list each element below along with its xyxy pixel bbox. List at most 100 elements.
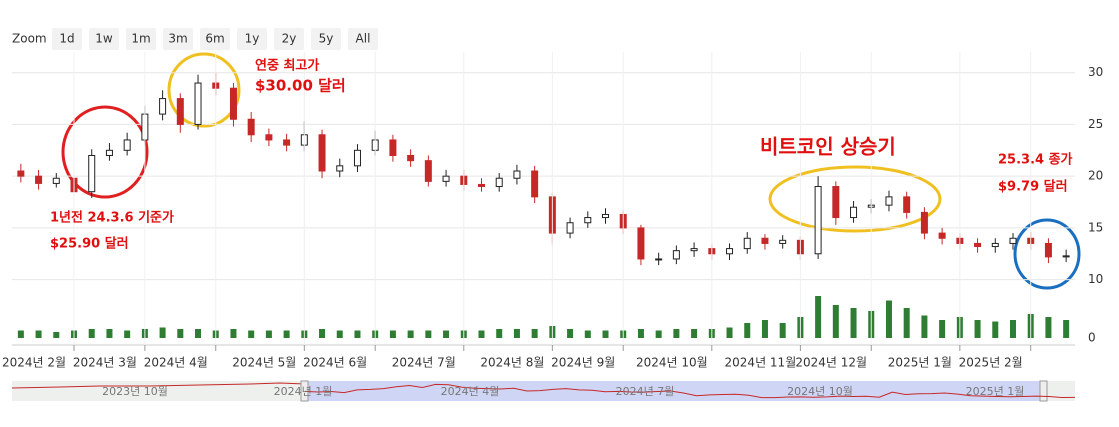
volume-bar xyxy=(407,330,414,338)
candle-body xyxy=(105,149,113,156)
zoom-button-label[interactable]: 2y xyxy=(282,32,297,46)
volume-bar xyxy=(35,330,42,338)
volume-bar xyxy=(832,305,839,338)
candle-body xyxy=(513,170,521,179)
zoom-button[interactable] xyxy=(52,28,82,50)
candle-body xyxy=(1009,237,1017,244)
candle-body xyxy=(336,165,344,172)
candle-body xyxy=(407,154,415,162)
volume-bar xyxy=(177,329,184,338)
volume-bar xyxy=(478,330,485,338)
volume-bar xyxy=(1009,320,1016,338)
candle-body xyxy=(584,217,592,224)
volume-bar xyxy=(584,330,591,338)
zoom-button-label[interactable]: 1w xyxy=(95,32,113,46)
candle-body xyxy=(1044,242,1052,258)
volume-bar xyxy=(319,329,326,338)
zoom-button[interactable] xyxy=(237,28,267,50)
volume-bar xyxy=(779,323,786,338)
y-tick-label: 20 xyxy=(1088,169,1103,183)
volume-bar xyxy=(106,329,113,338)
volume-bar xyxy=(850,308,857,338)
candle-body xyxy=(283,139,291,146)
candle-body xyxy=(637,227,645,260)
candle-body xyxy=(1062,255,1070,258)
y-tick-label: 10 xyxy=(1088,272,1103,286)
volume-bar xyxy=(691,329,698,338)
circle-marker xyxy=(768,165,942,233)
zoom-button-label[interactable]: All xyxy=(356,32,371,46)
volume-bar xyxy=(885,300,892,338)
x-tick-label: 2024년 5월 xyxy=(232,356,296,370)
navigator-handle[interactable] xyxy=(300,380,309,402)
candle-body xyxy=(779,239,787,244)
candle-body xyxy=(194,82,202,125)
candle-body xyxy=(229,87,237,120)
zoom-button-label[interactable]: 3m xyxy=(168,32,187,46)
volume-bar xyxy=(673,329,680,338)
x-tick-label: 2024년 9월 xyxy=(551,356,615,370)
navigator-handle[interactable] xyxy=(1039,380,1048,402)
candle-body xyxy=(743,237,751,250)
volume-bar xyxy=(531,329,538,338)
zoom-button[interactable] xyxy=(348,28,378,50)
volume-bar xyxy=(513,329,520,338)
x-tick-label: 2024년 2월 xyxy=(2,356,66,370)
candle-body xyxy=(602,213,610,219)
volume-bar xyxy=(53,332,60,338)
navigator-history xyxy=(11,382,306,389)
navigator-label: 2025년 1월 xyxy=(966,385,1025,398)
volume-bar xyxy=(389,330,396,338)
candle-body xyxy=(991,242,999,248)
volume-bar xyxy=(567,329,574,338)
navigator-line xyxy=(304,383,1076,399)
candle-body xyxy=(17,170,25,177)
zoom-button-label[interactable]: 6m xyxy=(205,32,224,46)
candle-body xyxy=(903,196,911,213)
y-tick-label: 15 xyxy=(1088,220,1103,234)
volume-bar xyxy=(903,308,910,338)
candle-body xyxy=(832,186,840,219)
candle-body xyxy=(566,222,574,234)
zoom-button[interactable] xyxy=(163,28,193,50)
volume-bar xyxy=(443,330,450,338)
circle-marker xyxy=(167,52,241,128)
volume-bar xyxy=(992,321,999,338)
zoom-button[interactable] xyxy=(126,28,156,50)
x-tick-label: 2024년 4월 xyxy=(144,356,208,370)
zoom-button-label[interactable]: 5y xyxy=(319,32,334,46)
zoom-button[interactable] xyxy=(274,28,304,50)
navigator-label: 2024년 4월 xyxy=(441,385,500,398)
zoom-button[interactable] xyxy=(89,28,119,50)
zoom-button-label[interactable]: 1y xyxy=(245,32,260,46)
candle-body xyxy=(655,258,663,261)
candle-body xyxy=(35,175,43,184)
zoom-button[interactable] xyxy=(311,28,341,50)
volume-bar xyxy=(425,330,432,338)
candle-body xyxy=(477,183,485,188)
zoom-button-label[interactable]: 1d xyxy=(59,32,74,46)
volume-bar xyxy=(939,320,946,338)
volume-bar xyxy=(17,330,24,338)
zoom-button[interactable] xyxy=(200,28,230,50)
candle-body xyxy=(761,237,769,244)
annotation: 25.3.4 종가 xyxy=(998,153,1073,168)
volume-bar xyxy=(248,330,255,338)
x-tick-label: 2024년 6월 xyxy=(303,356,367,370)
volume-bar xyxy=(195,329,202,338)
candle-body xyxy=(52,177,60,184)
volume-bar xyxy=(744,323,751,338)
zoom-button-label[interactable]: 1m xyxy=(131,32,150,46)
volume-bar xyxy=(283,330,290,338)
candle-body xyxy=(938,232,946,239)
volume-bar xyxy=(124,330,131,338)
y-tick-label: 30 xyxy=(1088,65,1103,79)
candle-body xyxy=(159,98,167,115)
candle-body xyxy=(495,177,503,188)
candle-body xyxy=(885,196,893,206)
zoom-label: Zoom xyxy=(12,32,47,46)
volume-bar xyxy=(336,330,343,338)
candle-body xyxy=(176,98,184,125)
candle-body xyxy=(442,175,450,182)
